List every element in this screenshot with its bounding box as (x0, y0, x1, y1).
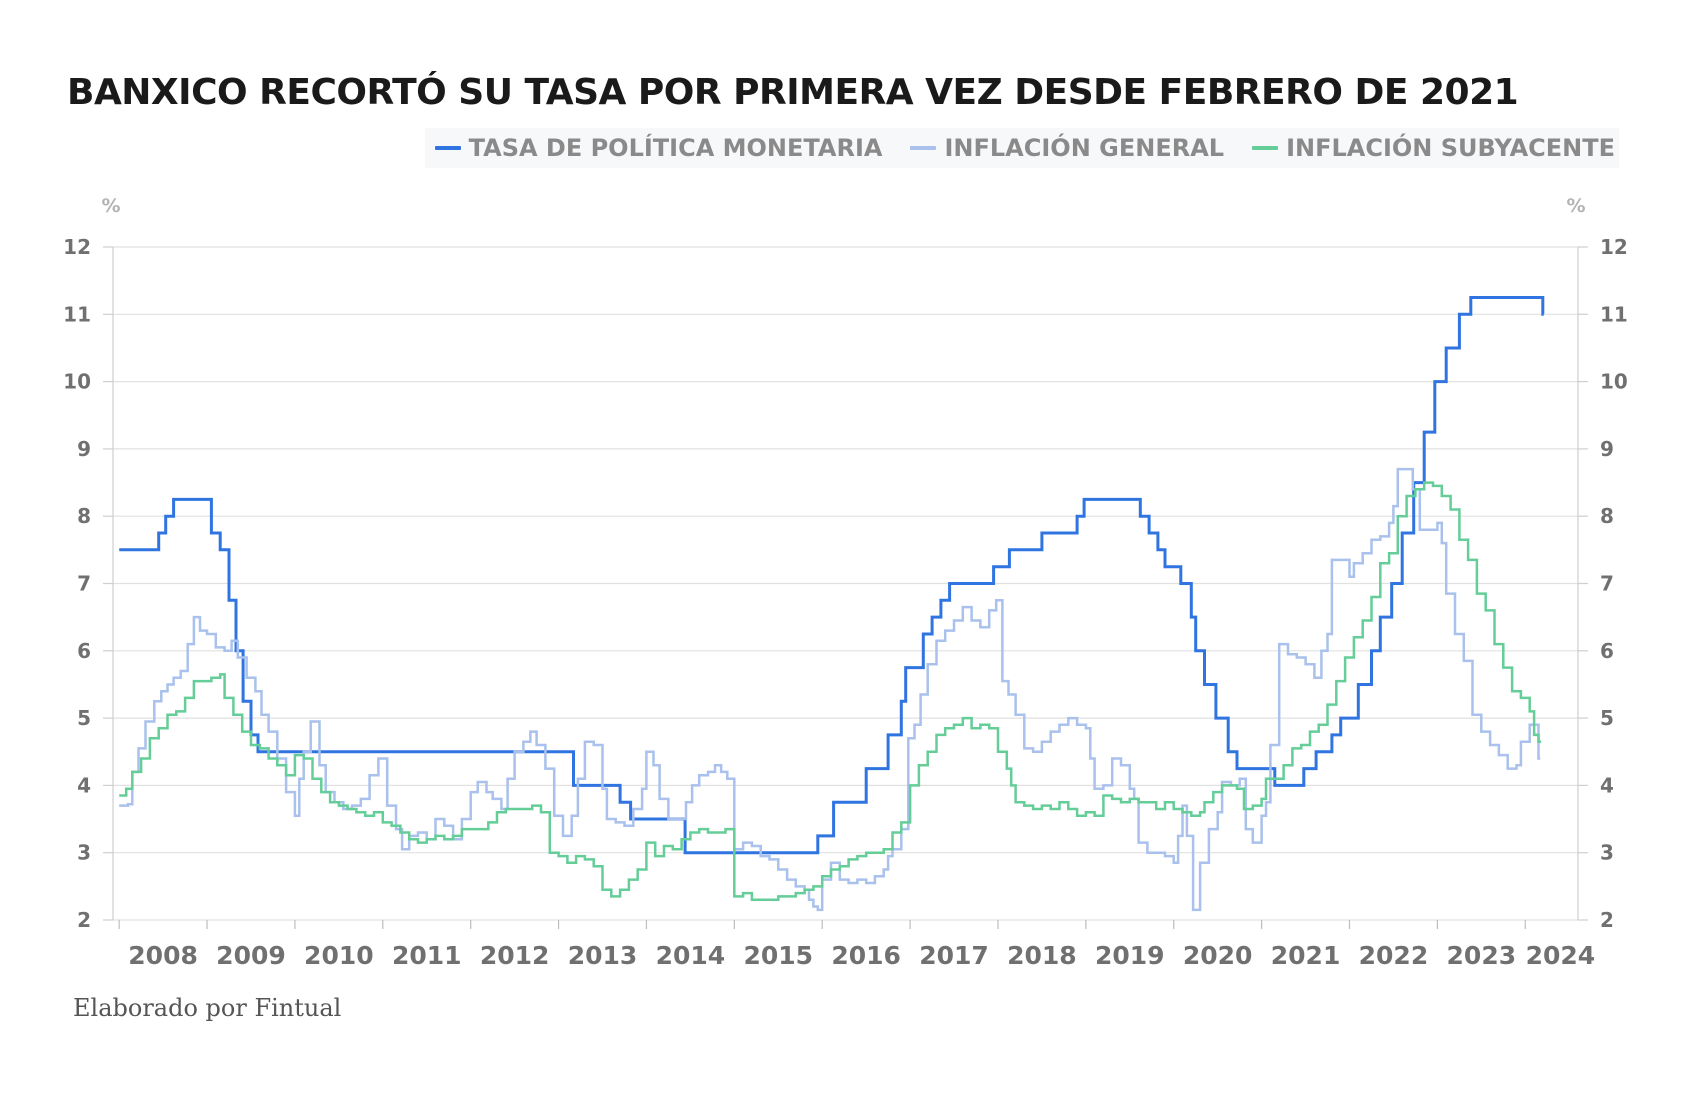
y-tick-label-right: 5 (1600, 706, 1614, 730)
y-tick-label-left: 9 (77, 437, 91, 461)
series-line-2 (119, 467, 1541, 912)
y-tick-label-left: 5 (77, 706, 91, 730)
y-tick-label-left: 6 (77, 639, 91, 663)
legend-label-general: INFLACIÓN GENERAL (944, 134, 1225, 162)
x-tick-label: 2022 (1359, 941, 1429, 970)
legend-swatch-subyacente (1252, 146, 1279, 150)
y-tick-label-right: 4 (1600, 773, 1614, 797)
x-tick-label: 2013 (568, 941, 638, 970)
y-tick-label-right: 7 (1600, 572, 1614, 596)
gridlines (113, 246, 1578, 921)
legend-item-general: INFLACIÓN GENERAL (910, 134, 1224, 162)
y-tick-label-right: 10 (1600, 370, 1628, 394)
y-tick-label-left: 8 (77, 504, 91, 528)
y-tick-label-right: 6 (1600, 639, 1614, 663)
x-tick-label: 2008 (128, 941, 198, 970)
x-tick-label: 2011 (392, 941, 462, 970)
axes (103, 246, 1588, 929)
y-tick-label-left: 3 (77, 841, 91, 865)
x-tick-label: 2021 (1271, 941, 1341, 970)
y-tick-label-left: 10 (63, 370, 91, 394)
x-tick-label: 2019 (1095, 941, 1165, 970)
series-line-1 (119, 296, 1545, 855)
y-tick-label-left: 11 (63, 302, 91, 326)
y-tick-label-right: 9 (1600, 437, 1614, 461)
y-tick-label-left: 7 (77, 572, 91, 596)
legend-item-subyacente: INFLACIÓN SUBYACENTE (1252, 134, 1615, 162)
series-lines (119, 296, 1545, 912)
x-tick-label: 2012 (480, 941, 550, 970)
x-tick-label: 2015 (743, 941, 813, 970)
x-tick-label: 2024 (1526, 941, 1596, 970)
legend-label-subyacente: INFLACIÓN SUBYACENTE (1286, 134, 1615, 162)
x-tick-label: 2020 (1183, 941, 1253, 970)
y-tick-label-right: 2 (1600, 908, 1614, 932)
legend-swatch-general (910, 146, 937, 150)
y-tick-label-right: 3 (1600, 841, 1614, 865)
x-tick-label: 2014 (656, 941, 726, 970)
x-tick-label: 2010 (304, 941, 374, 970)
legend: TASA DE POLÍTICA MONETARIA INFLACIÓN GEN… (424, 128, 1619, 168)
x-tick-label: 2017 (919, 941, 989, 970)
legend-swatch-tasa (434, 146, 461, 150)
x-tick-label: 2018 (1007, 941, 1077, 970)
y-tick-label-right: 8 (1600, 504, 1614, 528)
tick-labels: 2 2 3 3 4 4 5 5 6 6 7 7 8 8 9 9 10 10 11 11 12 12% % 2008 2009 20… (63, 195, 1628, 970)
y-tick-label-left: 4 (77, 773, 91, 797)
y-unit-left: % (101, 195, 120, 217)
footer-credit: Elaborado por Fintual (73, 994, 342, 1022)
series-line-3 (119, 481, 1542, 902)
x-tick-label: 2009 (216, 941, 286, 970)
y-tick-label-left: 12 (63, 235, 91, 259)
y-tick-label-left: 2 (77, 908, 91, 932)
x-tick-label: 2023 (1447, 941, 1517, 970)
chart-title: BANXICO RECORTÓ SU TASA POR PRIMERA VEZ … (67, 72, 1519, 113)
y-tick-label-right: 11 (1600, 302, 1628, 326)
y-tick-label-right: 12 (1600, 235, 1628, 259)
legend-item-tasa: TASA DE POLÍTICA MONETARIA (434, 134, 883, 162)
y-unit-right: % (1566, 195, 1585, 217)
x-tick-label: 2016 (831, 941, 901, 970)
legend-label-tasa: TASA DE POLÍTICA MONETARIA (468, 134, 883, 162)
